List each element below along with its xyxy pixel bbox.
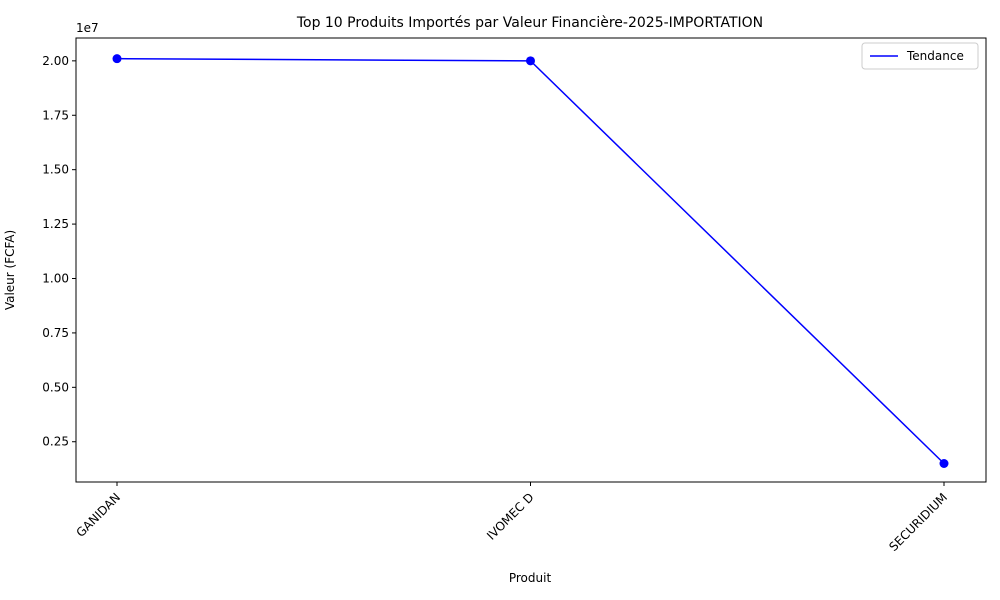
x-tick-label: GANIDAN bbox=[73, 490, 123, 540]
y-tick-label: 1.00 bbox=[42, 272, 69, 286]
axes-frame bbox=[75, 37, 987, 483]
y-tick-label: 1.50 bbox=[42, 163, 69, 177]
data-point bbox=[112, 54, 122, 64]
x-tick-label: SECURIDIUM bbox=[886, 490, 950, 554]
legend: Tendance bbox=[861, 42, 979, 70]
data-point bbox=[939, 459, 949, 468]
legend-entry-label: Tendance bbox=[906, 49, 964, 63]
plot-area: 0.25 0.50 0.75 1.00 1.25 1.50 1.75 2.00 GANIDAN I… bbox=[42, 37, 987, 554]
data-point bbox=[526, 56, 535, 66]
y-tick-label: 2.00 bbox=[42, 54, 69, 68]
chart-title: Top 10 Produits Importés par Valeur Fina… bbox=[296, 15, 763, 31]
y-axis-offset-label: 1e7 bbox=[76, 21, 99, 35]
y-tick-label: 0.50 bbox=[42, 380, 69, 394]
y-tick-label: 1.75 bbox=[42, 108, 69, 122]
x-tick-label: IVOMEC D bbox=[484, 490, 537, 543]
series-line bbox=[116, 57, 945, 465]
y-axis-label: Valeur (FCFA) bbox=[3, 230, 17, 310]
x-axis-label: Produit bbox=[509, 571, 552, 585]
y-tick-label: 1.25 bbox=[42, 217, 69, 231]
legend-box bbox=[861, 42, 979, 70]
y-tick-label: 0.75 bbox=[42, 326, 69, 340]
y-tick-label: 0.25 bbox=[42, 435, 69, 449]
